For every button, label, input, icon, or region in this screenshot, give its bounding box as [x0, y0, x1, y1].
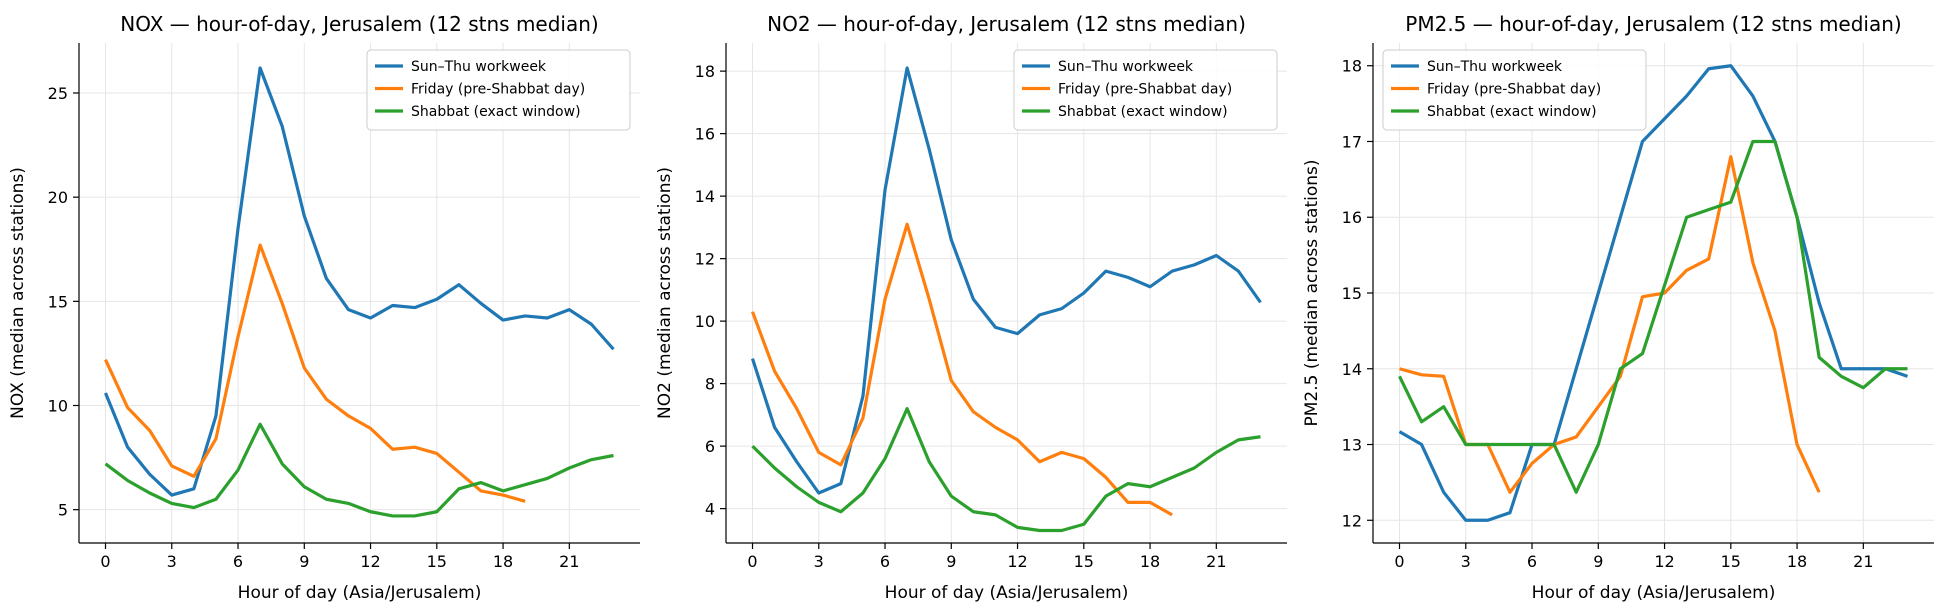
- y-axis-label: NOX (median across stations): [8, 167, 28, 419]
- x-tick-label: 18: [493, 552, 513, 571]
- x-tick-label: 12: [1007, 552, 1027, 571]
- legend-entry-0: Sun–Thu workweek: [1427, 59, 1563, 75]
- x-tick-label: 18: [1787, 552, 1807, 571]
- x-tick-label: 15: [1721, 552, 1741, 571]
- y-tick-label: 4: [705, 500, 715, 519]
- legend: Sun–Thu workweek Friday (pre-Shabbat day)…: [1013, 49, 1278, 131]
- legend-entry-1: Friday (pre-Shabbat day): [1058, 82, 1232, 98]
- y-tick-label: 12: [1342, 511, 1362, 530]
- y-tick-label: 16: [1342, 208, 1362, 227]
- x-axis-label: Hour of day (Asia/Jerusalem): [1532, 583, 1776, 603]
- legend-box: [366, 49, 631, 131]
- chart-title: PM2.5 — hour-of-day, Jerusalem (12 stns …: [1405, 12, 1901, 36]
- legend-entry-2: Shabbat (exact window): [1427, 104, 1597, 120]
- legend-box: [1013, 49, 1278, 131]
- x-tick-label: 9: [946, 552, 956, 571]
- chart-panel-1: 0 3 6 9 12 15 18 21 4 6 8 10 12 14 16 18 NO2 — hour-of-d…: [655, 12, 1287, 603]
- series-line-2: [1398, 139, 1908, 494]
- x-tick-label: 6: [880, 552, 890, 571]
- x-tick-label: 3: [814, 552, 824, 571]
- series-line-0: [104, 66, 615, 497]
- x-tick-label: 3: [167, 552, 177, 571]
- chart-title: NO2 — hour-of-day, Jerusalem (12 stns me…: [767, 12, 1246, 36]
- legend-entry-1: Friday (pre-Shabbat day): [1427, 82, 1601, 98]
- x-tick-label: 0: [100, 552, 110, 571]
- x-tick-label: 6: [233, 552, 243, 571]
- series-line-1: [104, 243, 526, 503]
- series-line-2: [104, 422, 614, 518]
- series-line-0: [750, 66, 1262, 495]
- y-tick-label: 10: [48, 397, 68, 416]
- x-axis-label: Hour of day (Asia/Jerusalem): [885, 583, 1129, 603]
- y-tick-label: 18: [695, 62, 715, 81]
- x-tick-label: 12: [360, 552, 380, 571]
- y-tick-label: 25: [48, 84, 68, 103]
- y-tick-label: 13: [1342, 436, 1362, 455]
- x-tick-label: 21: [559, 552, 579, 571]
- y-tick-label: 16: [695, 125, 715, 144]
- chart-panel-2: 0 3 6 9 12 15 18 21 12 13 14 15 16 17 18 PM2.5 — hour-o…: [1302, 12, 1934, 603]
- chart-title: NOX — hour-of-day, Jerusalem (12 stns me…: [120, 12, 598, 36]
- legend: Sun–Thu workweek Friday (pre-Shabbat day)…: [1382, 49, 1647, 131]
- legend-box: [1382, 49, 1647, 131]
- legend-entry-0: Sun–Thu workweek: [411, 59, 547, 75]
- x-tick-label: 3: [1461, 552, 1471, 571]
- legend-entry-0: Sun–Thu workweek: [1058, 59, 1194, 75]
- y-tick-label: 17: [1342, 132, 1362, 151]
- legend-entry-2: Shabbat (exact window): [411, 104, 581, 120]
- series-line-1: [751, 222, 1173, 517]
- y-tick-label: 18: [1342, 57, 1362, 76]
- series-line-2: [751, 407, 1261, 533]
- y-tick-label: 6: [705, 437, 715, 456]
- x-tick-label: 12: [1654, 552, 1674, 571]
- legend-entry-2: Shabbat (exact window): [1058, 104, 1228, 120]
- x-tick-label: 9: [1593, 552, 1603, 571]
- y-tick-label: 8: [705, 375, 715, 394]
- x-tick-label: 18: [1140, 552, 1160, 571]
- y-tick-label: 10: [695, 312, 715, 331]
- y-axis-label: PM2.5 (median across stations): [1302, 159, 1322, 426]
- y-tick-label: 15: [48, 292, 68, 311]
- x-tick-label: 21: [1853, 552, 1873, 571]
- x-tick-label: 21: [1206, 552, 1226, 571]
- x-tick-label: 15: [1074, 552, 1094, 571]
- y-tick-label: 14: [695, 187, 715, 206]
- y-tick-label: 15: [1342, 284, 1362, 303]
- legend-entry-1: Friday (pre-Shabbat day): [411, 82, 585, 98]
- x-tick-label: 9: [299, 552, 309, 571]
- series-line-0: [1398, 64, 1909, 522]
- y-axis-label: NO2 (median across stations): [655, 167, 675, 419]
- x-tick-label: 0: [1394, 552, 1404, 571]
- x-axis-label: Hour of day (Asia/Jerusalem): [238, 583, 482, 603]
- legend: Sun–Thu workweek Friday (pre-Shabbat day)…: [366, 49, 631, 131]
- chart-panel-0: 0 3 6 9 12 15 18 21 5 10 15 20 25 NOX — hour-of-day, …: [8, 12, 640, 603]
- y-tick-label: 20: [48, 188, 68, 207]
- y-tick-label: 5: [58, 501, 68, 520]
- x-tick-label: 0: [747, 552, 757, 571]
- x-tick-label: 15: [427, 552, 447, 571]
- y-tick-label: 12: [695, 250, 715, 269]
- y-tick-label: 14: [1342, 360, 1362, 379]
- x-tick-label: 6: [1527, 552, 1537, 571]
